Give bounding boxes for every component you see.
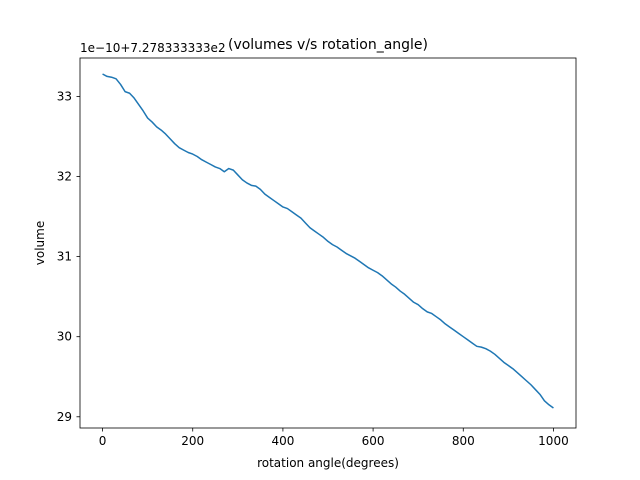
y-tick-label: 32: [57, 170, 72, 184]
y-tick-label: 33: [57, 89, 72, 103]
y-axis: 29 30 31 32 33: [57, 89, 80, 424]
x-tick-label: 800: [452, 434, 475, 448]
y-axis-label: volume: [33, 221, 47, 265]
x-axis: 0 200 400 600 800 1000: [99, 428, 569, 448]
x-tick-label: 1000: [538, 434, 569, 448]
x-axis-label: rotation angle(degrees): [257, 456, 399, 470]
y-tick-label: 30: [57, 330, 72, 344]
x-tick-label: 0: [99, 434, 107, 448]
x-tick-label: 600: [362, 434, 385, 448]
y-tick-label: 31: [57, 250, 72, 264]
series-layer: [102, 73, 554, 409]
chart-title: (volumes v/s rotation_angle): [228, 37, 428, 53]
y-tick-label: 29: [57, 410, 72, 424]
plot-frame: [79, 57, 577, 429]
x-tick-label: 200: [181, 434, 204, 448]
y-axis-offset-label: 1e−10+7.278333333e2: [80, 41, 226, 55]
series-line: [102, 73, 554, 409]
x-tick-label: 400: [271, 434, 294, 448]
